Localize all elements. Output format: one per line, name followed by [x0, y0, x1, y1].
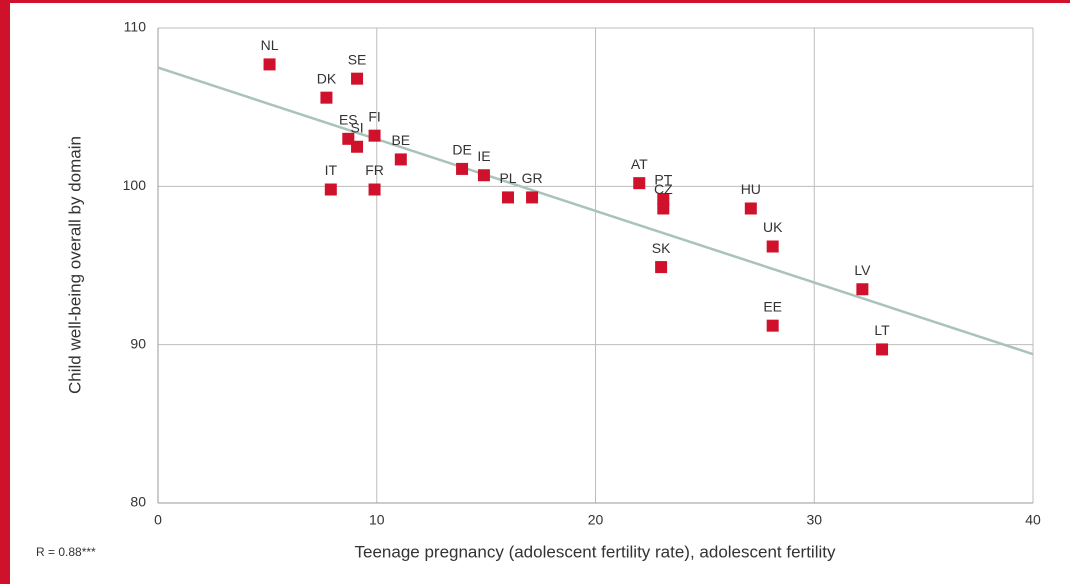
y-tick-label: 100 — [123, 177, 147, 193]
point — [766, 319, 779, 332]
point-label: PL — [499, 170, 516, 186]
left-border — [0, 0, 10, 584]
point-label: DE — [452, 142, 471, 158]
point-label: BE — [391, 132, 410, 148]
top-border — [0, 0, 1070, 3]
x-tick-label: 40 — [1025, 512, 1041, 528]
point — [320, 91, 333, 104]
point-label: FI — [368, 108, 380, 124]
point — [456, 162, 469, 175]
x-tick-label: 10 — [369, 512, 385, 528]
point — [351, 72, 364, 85]
y-tick-label: 90 — [130, 335, 146, 351]
point-label: GR — [522, 170, 543, 186]
y-tick-label: 80 — [130, 494, 146, 510]
point-label: IT — [325, 162, 338, 178]
point — [368, 129, 381, 142]
point-label: HU — [741, 181, 761, 197]
x-tick-label: 30 — [806, 512, 822, 528]
point — [766, 240, 779, 253]
point — [744, 202, 757, 215]
point-label: NL — [261, 37, 279, 53]
x-tick-label: 0 — [154, 512, 162, 528]
point-label: CZ — [654, 181, 673, 197]
point-label: ES — [339, 112, 358, 128]
point — [633, 177, 646, 190]
y-axis-label: Child well-being overall by domain — [65, 136, 84, 394]
point — [263, 58, 276, 71]
point-label: SK — [652, 240, 671, 256]
point — [324, 183, 337, 196]
trend-line — [157, 66, 1034, 356]
point-label: LV — [854, 262, 871, 278]
y-tick-label: 110 — [124, 19, 147, 35]
point-label: DK — [317, 70, 337, 86]
point — [502, 191, 514, 204]
point — [655, 261, 668, 274]
annotation: R = 0.88*** — [36, 545, 96, 559]
point — [856, 283, 869, 296]
point-label: FR — [365, 162, 384, 178]
point-label: PT — [654, 172, 672, 188]
point — [394, 153, 407, 166]
point — [368, 183, 381, 196]
point-label: IE — [477, 148, 490, 164]
point-label: AT — [631, 156, 648, 172]
point-label: SI — [350, 119, 363, 135]
x-axis-label: Teenage pregnancy (adolescent fertility … — [355, 542, 836, 561]
x-tick-label: 20 — [588, 512, 604, 528]
point-label: SE — [348, 51, 367, 67]
point — [657, 202, 670, 215]
point-label: EE — [763, 298, 782, 314]
point-label: LT — [874, 322, 890, 338]
point-label: UK — [763, 219, 783, 235]
point — [477, 169, 490, 182]
point — [351, 140, 364, 153]
point — [526, 191, 539, 204]
point — [876, 343, 889, 356]
point — [657, 193, 670, 205]
